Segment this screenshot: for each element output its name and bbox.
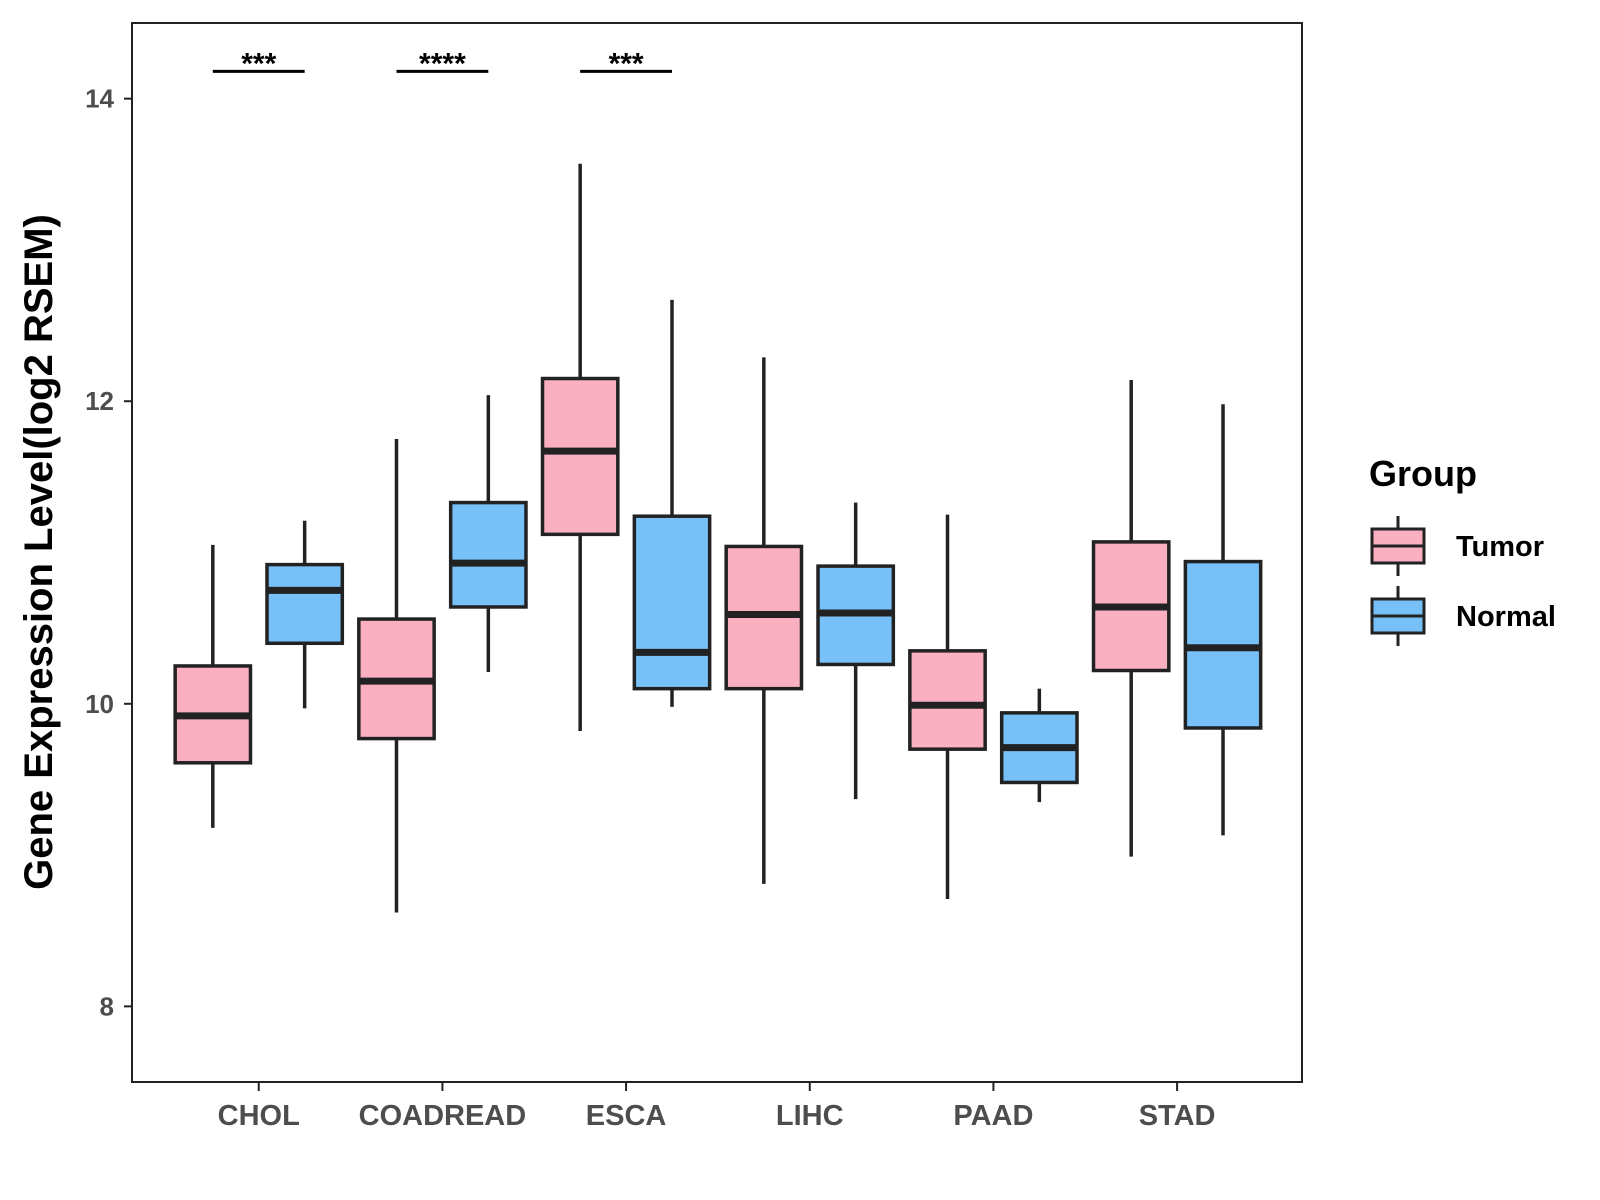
sig-label: **** xyxy=(419,47,466,80)
sig-label: *** xyxy=(241,47,276,80)
legend-entry-tumor: Tumor xyxy=(1370,516,1544,576)
legend-entry-normal: Normal xyxy=(1370,586,1556,646)
x-tick-label: LIHC xyxy=(776,1100,844,1132)
sig-label: *** xyxy=(609,47,644,80)
x-tick-label: ESCA xyxy=(586,1100,667,1132)
y-axis-title: Gene Expression Level(log2 RSEM) xyxy=(17,214,61,890)
sig-chol: *** xyxy=(212,47,305,80)
legend: Group Tumor Normal xyxy=(1369,453,1556,646)
axes: 8 10 12 14 CHOL COADREAD ESCA LIHC PAAD STAD xyxy=(85,84,1215,1132)
legend-keys: Tumor Normal xyxy=(1370,516,1556,646)
sig-coadread: **** xyxy=(396,47,489,80)
y-tick-label: 12 xyxy=(85,386,114,416)
box-tumor-stad xyxy=(1091,380,1171,857)
x-tick-label: STAD xyxy=(1139,1100,1216,1132)
box-tumor-lihc xyxy=(724,357,804,884)
boxes-layer xyxy=(173,163,1263,913)
box-iqr xyxy=(265,562,345,646)
x-tick-label: PAAD xyxy=(953,1100,1033,1132)
box-normal-paad xyxy=(999,688,1079,803)
y-tick-label: 8 xyxy=(100,991,114,1021)
box-iqr xyxy=(632,514,712,691)
box-normal-esca xyxy=(632,299,712,707)
plot-panel-border xyxy=(131,22,1303,1083)
box-iqr xyxy=(540,376,620,537)
legend-label-tumor: Tumor xyxy=(1456,531,1544,563)
y-tick-label: 10 xyxy=(85,689,114,719)
box-tumor-paad xyxy=(908,514,987,899)
box-tumor-esca xyxy=(540,163,620,732)
box-iqr xyxy=(908,649,987,751)
x-tick-label: COADREAD xyxy=(359,1100,527,1132)
box-normal-coadread xyxy=(448,395,528,673)
box-tumor-coadread xyxy=(357,439,436,913)
sig-esca: *** xyxy=(580,47,672,80)
x-tick-label: CHOL xyxy=(218,1100,300,1132)
box-normal-lihc xyxy=(816,502,896,800)
legend-label-normal: Normal xyxy=(1456,601,1556,633)
box-tumor-chol xyxy=(173,544,253,828)
y-tick-label: 14 xyxy=(85,84,114,114)
box-iqr xyxy=(448,500,528,609)
box-normal-stad xyxy=(1183,404,1263,836)
significance-annotations: *** **** *** xyxy=(212,47,672,80)
legend-title: Group xyxy=(1369,453,1477,494)
box-normal-chol xyxy=(265,520,345,709)
